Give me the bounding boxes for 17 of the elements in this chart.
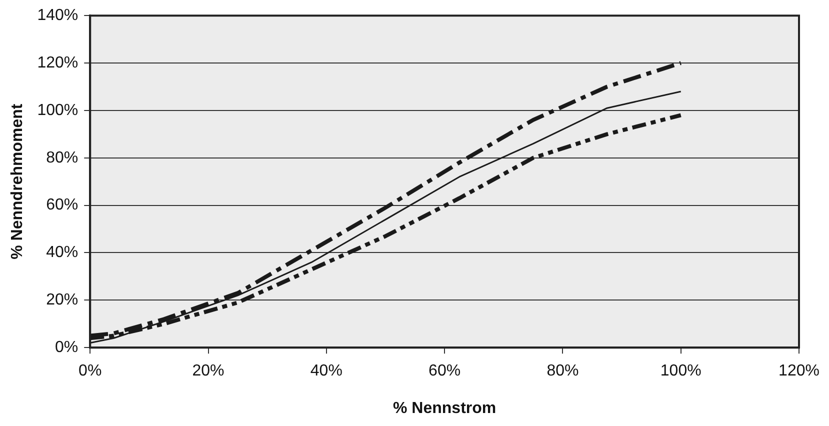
y-tick-label: 60% (46, 196, 78, 214)
x-tick-label: 60% (428, 362, 461, 380)
y-tick-label: 0% (54, 339, 78, 356)
y-tick-label: 140% (37, 7, 78, 24)
y-axis-title: % Nenndrehmoment (9, 103, 26, 260)
y-tick-label: 80% (46, 149, 78, 166)
x-tick-label: 80% (546, 362, 579, 380)
y-tick-label: 100% (37, 102, 78, 119)
x-tick-label: 100% (660, 362, 702, 380)
x-tick-label: 120% (778, 362, 820, 380)
y-tick-label: 120% (37, 54, 78, 72)
x-tick-label: 0% (78, 362, 102, 380)
x-tick-label: 20% (192, 362, 224, 380)
x-axis-title: % Nennstrom (393, 400, 496, 417)
y-tick-label: 20% (46, 292, 78, 309)
y-tick-label: 40% (46, 244, 78, 262)
x-tick-label: 40% (310, 362, 342, 380)
